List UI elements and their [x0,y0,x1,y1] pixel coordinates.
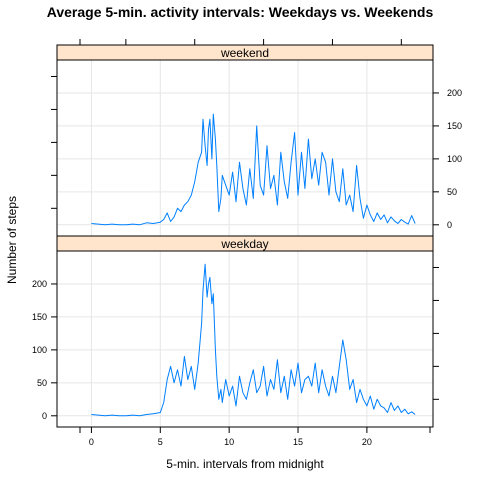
x-axis-label: 5-min. intervals from midnight [166,457,324,471]
panel-frame-weekend [56,59,434,237]
plot-area: weekend 0 50 100 150 200 weekday 0 50 100 150 200 0 5… [32,39,462,447]
y-tick-label: 150 [32,312,47,322]
x-tick-label: 10 [224,437,234,447]
y-tick-label: 50 [37,378,47,388]
series-line-weekend [91,113,416,226]
y-tick-label: 100 [447,154,462,164]
y-tick-label: 0 [447,220,452,230]
y-tick-label: 200 [32,279,47,289]
panel-weekend: weekend 0 50 100 150 200 [51,39,462,237]
panel-frame-weekday [56,250,434,428]
x-tick-label: 15 [293,437,303,447]
y-tick-label: 0 [42,411,47,421]
y-tick-label: 200 [447,88,462,98]
y-axis-label: Number of steps [5,196,19,284]
x-tick-label: 20 [362,437,372,447]
chart-title: Average 5-min. activity intervals: Weekd… [47,4,434,20]
y-tick-label: 100 [32,345,47,355]
x-tick-label: 5 [158,437,163,447]
panel-weekday: weekday 0 50 100 150 200 0 5 10 15 20 [32,235,439,447]
y-tick-label: 50 [447,187,457,197]
series-line-weekday [91,263,416,417]
y-tick-label: 150 [447,121,462,131]
x-tick-label: 0 [89,437,94,447]
strip-label-weekday: weekday [220,237,268,251]
strip-label-weekend: weekend [220,46,269,60]
